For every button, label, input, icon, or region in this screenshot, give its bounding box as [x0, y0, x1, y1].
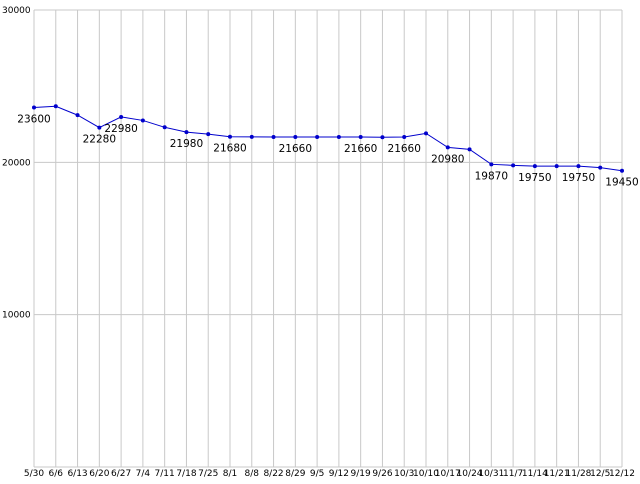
data-point-label: 21980 [170, 138, 203, 150]
data-point-label: 23600 [17, 113, 50, 125]
x-tick-label: 9/5 [310, 469, 324, 479]
data-point-marker [467, 147, 472, 152]
data-point-marker [119, 114, 124, 119]
x-tick-label: 11/28 [565, 469, 591, 479]
x-tick-label: 10/10 [413, 469, 439, 479]
x-tick-label: 7/18 [176, 469, 196, 479]
x-tick-label: 8/29 [285, 469, 305, 479]
data-point-marker [402, 135, 407, 140]
data-point-marker [293, 135, 298, 140]
data-point-label: 22280 [83, 134, 116, 146]
x-tick-label: 6/13 [67, 469, 87, 479]
data-point-marker [32, 105, 36, 110]
data-point-marker [620, 168, 624, 173]
data-point-marker [489, 162, 494, 167]
y-tick-label: 10000 [2, 311, 31, 321]
data-point-label: 20980 [431, 153, 464, 165]
y-axis-labels: 30000 20000 10000 [2, 6, 31, 321]
x-tick-label: 9/12 [329, 469, 349, 479]
x-tick-label: 8/22 [263, 469, 283, 479]
data-point-marker [97, 125, 102, 130]
x-tick-label: 10/17 [435, 469, 461, 479]
chart-grid [33, 9, 623, 468]
data-point-marker [511, 163, 516, 168]
x-tick-label: 6/20 [89, 469, 109, 479]
data-point-label: 19750 [562, 172, 595, 184]
x-tick-label: 11/21 [544, 469, 570, 479]
data-point-label: 21660 [279, 143, 312, 155]
data-point-label: 21660 [388, 143, 421, 155]
data-point-marker [532, 164, 537, 169]
x-axis-labels: 5/30 6/6 6/13 6/20 6/27 7/4 7/11 7/18 7/25 8/1 8/8… [24, 469, 635, 479]
x-tick-label: 12/12 [609, 469, 635, 479]
data-point-marker [271, 135, 276, 140]
data-point-label: 22980 [104, 123, 137, 135]
x-tick-label: 5/30 [24, 469, 44, 479]
data-point-label: 21680 [213, 143, 246, 155]
data-point-marker [445, 145, 450, 150]
data-point-marker [206, 132, 211, 137]
data-point-label: 19870 [475, 170, 508, 182]
x-tick-label: 7/4 [136, 469, 151, 479]
x-tick-label: 10/24 [457, 469, 483, 479]
x-tick-label: 10/31 [478, 469, 504, 479]
data-point-marker [380, 135, 385, 140]
data-point-marker [554, 164, 559, 169]
data-point-marker [228, 134, 232, 139]
data-point-marker [336, 135, 341, 140]
x-tick-label: 11/14 [522, 469, 548, 479]
data-point-label: 21660 [344, 143, 377, 155]
data-point-marker [249, 134, 254, 139]
x-tick-label: 8/1 [223, 469, 237, 479]
chart-series [32, 104, 624, 173]
x-tick-label: 9/19 [351, 469, 371, 479]
y-tick-label: 30000 [2, 6, 31, 16]
data-point-marker [75, 113, 80, 118]
data-point-label: 19450 [605, 177, 638, 189]
x-tick-label: 10/3 [394, 469, 414, 479]
data-point-marker [598, 165, 603, 170]
data-point-marker [424, 131, 428, 136]
x-tick-label: 8/8 [245, 469, 260, 479]
x-tick-label: 9/26 [372, 469, 392, 479]
x-tick-label: 7/25 [198, 469, 218, 479]
series-line [33, 105, 623, 172]
data-point-marker [53, 104, 58, 109]
data-point-marker [184, 130, 189, 135]
x-tick-label: 12/5 [590, 469, 610, 479]
x-tick-label: 6/6 [49, 469, 64, 479]
y-tick-label: 20000 [2, 158, 31, 168]
data-point-marker [140, 118, 145, 123]
data-point-marker [162, 125, 167, 130]
data-point-label: 19750 [518, 172, 551, 184]
data-point-marker [576, 164, 581, 169]
data-point-marker [315, 135, 320, 140]
x-tick-label: 6/27 [111, 469, 131, 479]
x-tick-label: 7/11 [155, 469, 175, 479]
data-point-marker [358, 135, 363, 140]
x-tick-label: 11/7 [503, 469, 523, 479]
